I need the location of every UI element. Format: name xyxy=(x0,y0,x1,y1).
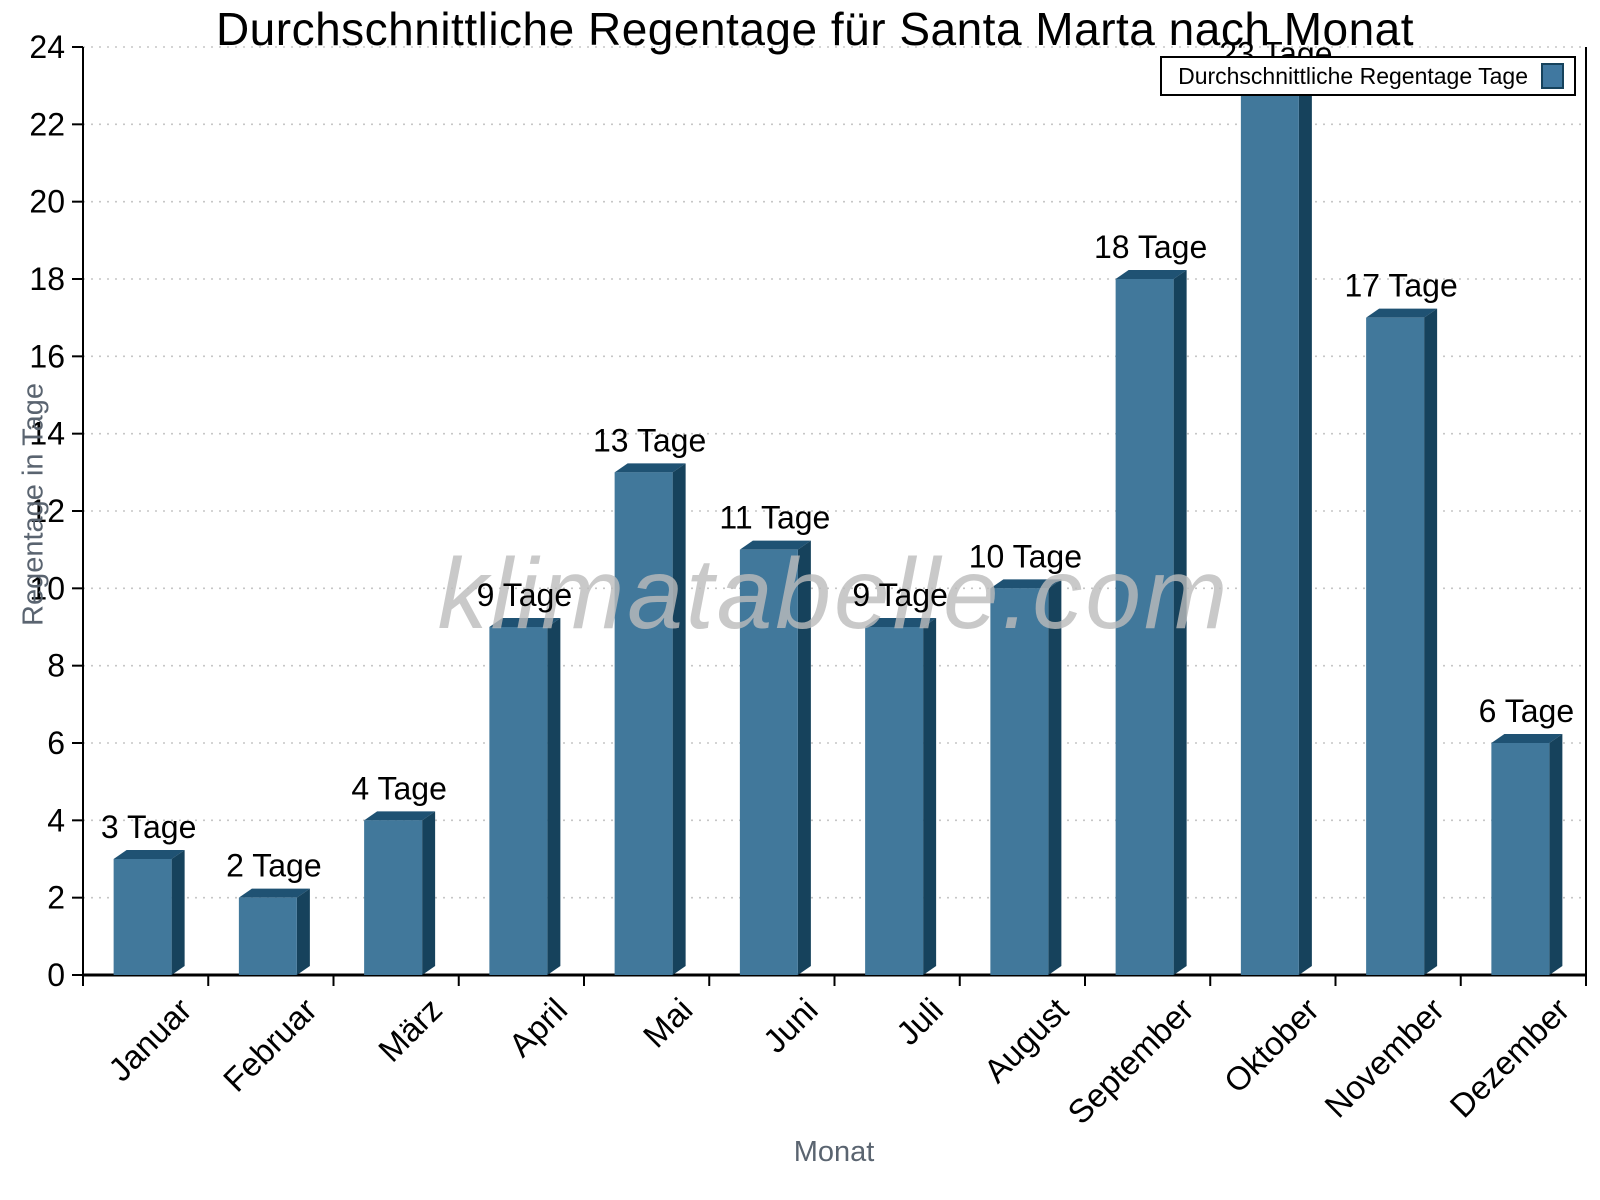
bar-juni xyxy=(739,549,798,975)
bar-august-side xyxy=(1048,579,1062,975)
bar-mai-top xyxy=(614,463,686,473)
bar-dezember-side xyxy=(1549,734,1563,975)
y-tick-label-0: 0 xyxy=(47,957,65,993)
y-axis-title: Regentage in Tage xyxy=(17,383,50,626)
bar-september-side xyxy=(1173,270,1187,975)
bar-value-label-november: 17 Tage xyxy=(1344,268,1457,304)
bar-juli-side xyxy=(923,618,937,975)
bar-februar-side xyxy=(296,888,310,975)
bar-august xyxy=(990,588,1049,975)
bar-value-label-juni: 11 Tage xyxy=(719,500,830,536)
bar-oktober xyxy=(1240,85,1299,975)
bar-value-label-februar: 2 Tage xyxy=(226,848,322,884)
y-tick-label-20: 20 xyxy=(29,184,65,220)
bar-value-label-august: 10 Tage xyxy=(969,538,1082,574)
bar-april-top xyxy=(489,618,561,627)
bar-mai xyxy=(614,472,673,975)
bar-januar xyxy=(113,859,172,975)
legend: Durchschnittliche Regentage Tage xyxy=(1160,56,1576,96)
y-tick-label-10: 10 xyxy=(29,570,65,606)
bar-value-label-m-rz: 4 Tage xyxy=(351,770,447,806)
bar-juli xyxy=(865,627,924,975)
bar-value-label-september: 18 Tage xyxy=(1094,229,1207,265)
y-tick-label-24: 24 xyxy=(29,29,65,65)
x-tick-label-januar: Januar xyxy=(101,991,199,1089)
x-tick-label-dezember: Dezember xyxy=(1443,991,1577,1125)
chart-title: Durchschnittliche Regentage für Santa Ma… xyxy=(215,3,1415,55)
y-tick-label-22: 22 xyxy=(29,106,65,142)
bar-dezember xyxy=(1491,743,1550,975)
y-tick-label-2: 2 xyxy=(47,880,65,916)
legend-label: Durchschnittliche Regentage Tage xyxy=(1178,62,1528,89)
bar-juli-top xyxy=(865,618,937,627)
y-tick-label-14: 14 xyxy=(29,416,65,452)
bar-januar-top xyxy=(113,850,185,859)
bar-mai-side xyxy=(672,463,686,975)
bar-februar xyxy=(238,897,297,975)
x-tick-label-mai: Mai xyxy=(636,991,700,1055)
bar-september xyxy=(1115,279,1174,975)
bar-november-top xyxy=(1366,308,1438,318)
bar-november xyxy=(1366,317,1425,976)
y-tick-label-16: 16 xyxy=(29,338,65,374)
x-tick-label-juli: Juli xyxy=(889,991,950,1052)
watermark: klimatabelle.com xyxy=(438,538,1231,650)
bar-m-rz-top xyxy=(364,811,436,821)
legend-swatch-icon xyxy=(1541,63,1564,89)
bar-april-side xyxy=(547,618,561,975)
bar-m-rz-side xyxy=(422,811,436,975)
bar-value-label-mai: 13 Tage xyxy=(593,422,706,458)
bar-januar-side xyxy=(171,850,185,975)
bar-oktober-side xyxy=(1298,76,1312,975)
bar-april xyxy=(489,627,548,975)
bar-september-top xyxy=(1115,270,1187,279)
bar-november-side xyxy=(1424,308,1438,976)
x-tick-label-februar: Februar xyxy=(216,991,324,1099)
x-tick-label-september: September xyxy=(1060,991,1200,1131)
x-axis-title: Monat xyxy=(793,1136,875,1168)
x-tick-label-juni: Juni xyxy=(756,991,825,1060)
x-tick-label-april: April xyxy=(501,991,574,1064)
bar-value-label-juli: 9 Tage xyxy=(852,577,948,613)
bar-dezember-top xyxy=(1491,734,1563,743)
y-tick-label-12: 12 xyxy=(29,493,65,529)
bar-august-top xyxy=(990,579,1062,589)
x-tick-label-november: November xyxy=(1317,991,1451,1125)
y-tick-label-18: 18 xyxy=(29,261,65,297)
x-tick-label-oktober: Oktober xyxy=(1217,991,1326,1100)
bar-juni-side xyxy=(797,540,811,975)
bar-m-rz xyxy=(364,820,423,975)
bar-value-label-april: 9 Tage xyxy=(477,577,573,613)
bar-value-label-januar: 3 Tage xyxy=(101,809,197,845)
bar-juni-top xyxy=(739,540,811,550)
y-tick-label-4: 4 xyxy=(47,802,65,838)
y-tick-label-6: 6 xyxy=(47,725,65,761)
bar-value-label-dezember: 6 Tage xyxy=(1479,693,1575,729)
y-tick-label-8: 8 xyxy=(47,648,65,684)
x-tick-label-august: August xyxy=(977,991,1076,1090)
bar-februar-top xyxy=(238,888,310,898)
x-tick-label-m-rz: März xyxy=(371,991,449,1069)
